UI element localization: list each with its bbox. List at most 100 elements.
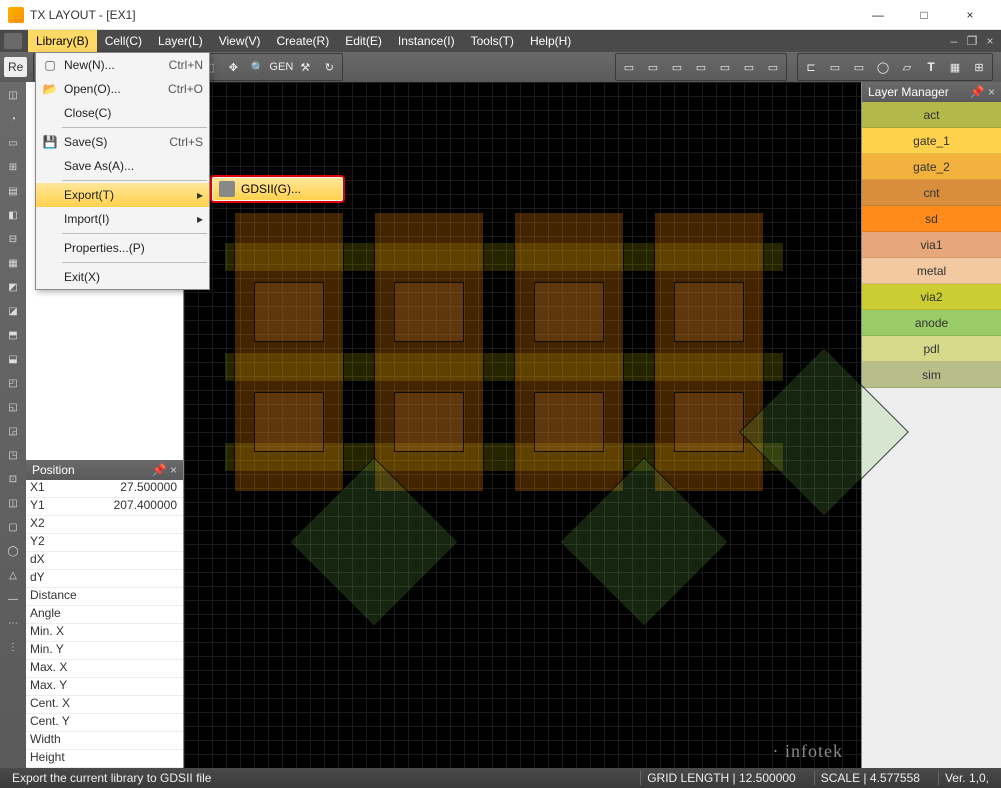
menu-item-exportt[interactable]: Export(T)▸ [36, 183, 209, 207]
toolbar-a7-icon[interactable]: ▭ [761, 55, 785, 79]
toolbar-text-icon[interactable]: T [919, 55, 943, 79]
toolbar-last-icon[interactable]: ⊞ [967, 55, 991, 79]
toolbar-a5-icon[interactable]: ▭ [713, 55, 737, 79]
layer-gate_1[interactable]: gate_1 [862, 128, 1001, 154]
menu-item-saveasa[interactable]: Save As(A)... [36, 154, 209, 178]
left-tool-14[interactable]: ◲ [2, 420, 24, 442]
toolbar-refresh-icon[interactable]: ↻ [317, 55, 341, 79]
left-tool-1[interactable]: ◔ [2, 108, 24, 130]
menu-item-closec[interactable]: Close(C) [36, 101, 209, 125]
menu-item-saves[interactable]: 💾Save(S)Ctrl+S [36, 130, 209, 154]
status-hint: Export the current library to GDSII file [6, 771, 217, 785]
toolbar-a4-icon[interactable]: ▭ [689, 55, 713, 79]
toolbar-group-align: ▭ ▭ ▭ ▭ ▭ ▭ ▭ [615, 53, 787, 81]
save-icon: 💾 [42, 134, 58, 150]
left-tool-17[interactable]: ◫ [2, 492, 24, 514]
app-menu-icon[interactable] [4, 33, 22, 49]
position-value [88, 606, 183, 623]
toolbar-gen-icon[interactable]: GEN [269, 55, 293, 79]
position-key: Height [26, 750, 88, 767]
layer-metal[interactable]: metal [862, 258, 1001, 284]
left-tool-4[interactable]: ▤ [2, 180, 24, 202]
layer-cnt[interactable]: cnt [862, 180, 1001, 206]
toolbar-a1-icon[interactable]: ▭ [617, 55, 641, 79]
pin-icon[interactable]: 📌 × [152, 463, 177, 477]
left-tool-5[interactable]: ◧ [2, 204, 24, 226]
maximize-button[interactable]: □ [901, 0, 947, 30]
menu-create[interactable]: Create(R) [269, 30, 338, 52]
close-button[interactable]: × [947, 0, 993, 30]
mdi-minimize-icon[interactable]: – [947, 34, 961, 48]
position-table: X127.500000Y1207.400000X2Y2dXdYDistanceA… [26, 480, 183, 768]
left-tool-12[interactable]: ◰ [2, 372, 24, 394]
menu-item-openo[interactable]: 📂Open(O)...Ctrl+O [36, 77, 209, 101]
left-tool-2[interactable]: ▭ [2, 132, 24, 154]
left-tool-13[interactable]: ◱ [2, 396, 24, 418]
left-tool-6[interactable]: ⊟ [2, 228, 24, 250]
layer-via1[interactable]: via1 [862, 232, 1001, 258]
left-tool-21[interactable]: — [2, 588, 24, 610]
left-tool-7[interactable]: ▦ [2, 252, 24, 274]
menu-help[interactable]: Help(H) [522, 30, 579, 52]
left-tool-22[interactable]: ⋯ [2, 612, 24, 634]
left-tool-11[interactable]: ⬓ [2, 348, 24, 370]
left-tool-23[interactable]: ⋮ [2, 636, 24, 658]
status-version: Ver. 1,0, [938, 771, 995, 785]
menu-item-newn[interactable]: ▢New(N)...Ctrl+N [36, 53, 209, 77]
toolbar-a2-icon[interactable]: ▭ [641, 55, 665, 79]
layer-pdl[interactable]: pdl [862, 336, 1001, 362]
position-row-MinX: Min. X [26, 624, 183, 642]
mdi-restore-icon[interactable]: ❐ [965, 34, 979, 48]
menu-instance[interactable]: Instance(I) [390, 30, 463, 52]
toolbar-mode-label[interactable]: Re [4, 57, 27, 77]
position-panel-title-label: Position [32, 463, 75, 477]
toolbar-poly-icon[interactable]: ▱ [895, 55, 919, 79]
toolbar-rect2-icon[interactable]: ▭ [847, 55, 871, 79]
menu-library[interactable]: Library(B) [28, 30, 97, 52]
layer-sim[interactable]: sim [862, 362, 1001, 388]
menu-cell[interactable]: Cell(C) [97, 30, 150, 52]
menu-tools[interactable]: Tools(T) [463, 30, 522, 52]
menu-edit[interactable]: Edit(E) [337, 30, 390, 52]
layer-sd[interactable]: sd [862, 206, 1001, 232]
toolbar-a3-icon[interactable]: ▭ [665, 55, 689, 79]
menu-layer[interactable]: Layer(L) [150, 30, 211, 52]
toolbar-a6-icon[interactable]: ▭ [737, 55, 761, 79]
menu-item-exitx[interactable]: Exit(X) [36, 265, 209, 289]
left-tool-9[interactable]: ◪ [2, 300, 24, 322]
toolbar-move-icon[interactable]: ✥ [221, 55, 245, 79]
toolbar-rect-icon[interactable]: ▭ [823, 55, 847, 79]
titlebar: TX LAYOUT - [EX1] — □ × [0, 0, 1001, 30]
status-scale: SCALE | 4.577558 [814, 771, 926, 785]
menu-view[interactable]: View(V) [211, 30, 269, 52]
submenu-arrow-icon: ▸ [197, 212, 203, 226]
minimize-button[interactable]: — [855, 0, 901, 30]
layer-gate_2[interactable]: gate_2 [862, 154, 1001, 180]
left-tool-15[interactable]: ◳ [2, 444, 24, 466]
layer-via2[interactable]: via2 [862, 284, 1001, 310]
toolbar-array-icon[interactable]: ▦ [943, 55, 967, 79]
toolbar-path-icon[interactable]: ⊏ [799, 55, 823, 79]
menu-item-propertiesp[interactable]: Properties...(P) [36, 236, 209, 260]
left-tool-3[interactable]: ⊞ [2, 156, 24, 178]
toolbar-tools-icon[interactable]: ⚒ [293, 55, 317, 79]
menu-item-label: Save(S) [64, 135, 163, 149]
left-tool-0[interactable]: ◫ [2, 84, 24, 106]
left-tool-16[interactable]: ⊡ [2, 468, 24, 490]
toolbar-zoom-icon[interactable]: 🔍 [245, 55, 269, 79]
position-value [88, 678, 183, 695]
layer-act[interactable]: act [862, 102, 1001, 128]
left-tool-19[interactable]: ◯ [2, 540, 24, 562]
toolbar-circle-icon[interactable]: ◯ [871, 55, 895, 79]
layer-pin-icon[interactable]: 📌 × [970, 85, 995, 99]
left-tool-10[interactable]: ⬒ [2, 324, 24, 346]
position-row-Angle: Angle [26, 606, 183, 624]
export-gdsii-item[interactable]: GDSII(G)... [213, 178, 342, 200]
menu-item-importi[interactable]: Import(I)▸ [36, 207, 209, 231]
menu-item-label: New(N)... [64, 58, 163, 72]
left-tool-20[interactable]: △ [2, 564, 24, 586]
mdi-close-icon[interactable]: × [983, 34, 997, 48]
left-tool-8[interactable]: ◩ [2, 276, 24, 298]
layer-anode[interactable]: anode [862, 310, 1001, 336]
left-tool-18[interactable]: ▢ [2, 516, 24, 538]
